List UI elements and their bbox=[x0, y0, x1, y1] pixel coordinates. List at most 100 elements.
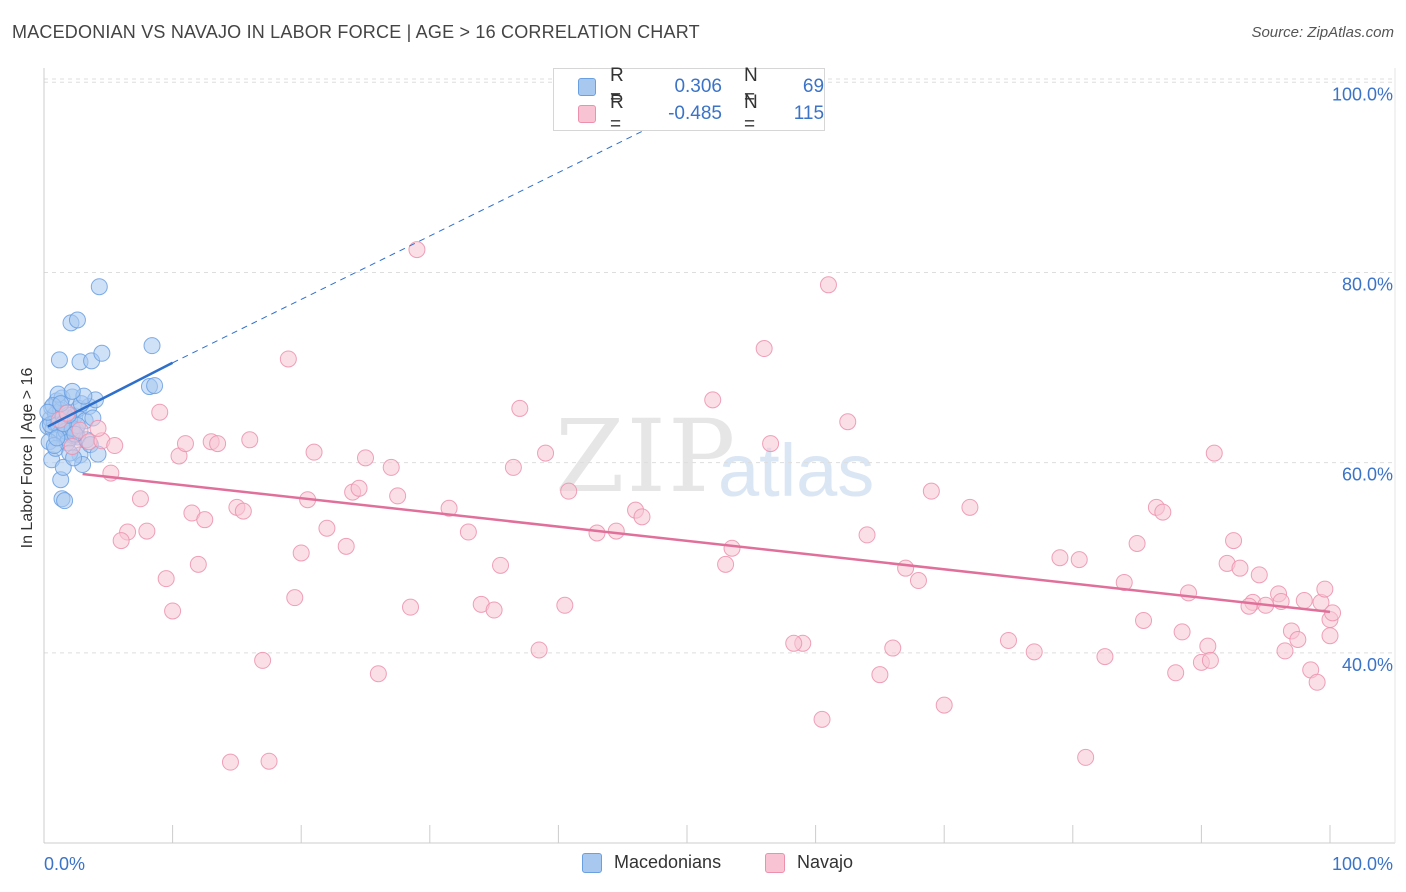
legend-item-macedonians: Macedonians bbox=[582, 852, 721, 873]
navajo-point bbox=[279, 350, 297, 368]
navajo-n-value: 115 bbox=[793, 103, 825, 124]
navajo-point bbox=[138, 522, 156, 540]
navajo-point bbox=[151, 403, 169, 421]
navajo-point bbox=[350, 479, 368, 497]
navajo-point bbox=[1128, 534, 1146, 552]
navajo-point bbox=[1025, 643, 1043, 661]
navajo-point bbox=[922, 482, 940, 500]
navajo-point bbox=[723, 539, 741, 557]
macedonians-r-value: 0.306 bbox=[674, 76, 722, 97]
navajo-point bbox=[1154, 503, 1172, 521]
macedonians-point bbox=[68, 311, 86, 329]
n-label: N = bbox=[743, 92, 758, 135]
navajo-point bbox=[1000, 631, 1017, 649]
navajo-point bbox=[785, 634, 803, 652]
navajo-point bbox=[389, 487, 407, 505]
navajo-point bbox=[112, 532, 130, 550]
navajo-point bbox=[485, 601, 503, 619]
navajo-point bbox=[858, 526, 876, 544]
macedonians-point bbox=[50, 351, 68, 369]
navajo-point bbox=[560, 482, 578, 500]
macedonians-point bbox=[143, 337, 161, 355]
macedonians-legend-label: Macedonians bbox=[614, 852, 722, 872]
macedonians-point bbox=[146, 377, 164, 395]
navajo-point bbox=[318, 519, 336, 537]
navajo-point bbox=[1051, 549, 1069, 567]
macedonians-point bbox=[90, 278, 108, 296]
navajo-point bbox=[762, 435, 780, 453]
macedonians-n-value: 69 bbox=[802, 76, 825, 97]
navajo-point bbox=[221, 753, 239, 771]
navajo-point bbox=[871, 666, 889, 684]
correlation-legend: R = 0.306 N = 69 R = -0.485 N = 115 bbox=[553, 65, 825, 135]
navajo-point bbox=[1201, 651, 1219, 669]
navajo-point bbox=[537, 444, 555, 462]
navajo-point bbox=[884, 639, 902, 657]
navajo-point bbox=[337, 537, 355, 555]
navajo-point bbox=[459, 523, 477, 541]
navajo-point bbox=[1173, 623, 1191, 641]
navajo-point bbox=[106, 437, 124, 455]
navajo-point bbox=[1250, 566, 1268, 584]
navajo-point bbox=[1077, 748, 1095, 766]
navajo-legend-swatch bbox=[765, 852, 785, 873]
navajo-point bbox=[157, 570, 175, 588]
navajo-point bbox=[556, 596, 574, 614]
navajo-point bbox=[1070, 551, 1088, 569]
r-label: R = bbox=[609, 92, 624, 135]
navajo-point bbox=[1096, 648, 1114, 666]
macedonians-legend-swatch bbox=[582, 852, 602, 873]
navajo-point bbox=[813, 710, 831, 728]
navajo-point bbox=[71, 421, 89, 439]
navajo-point bbox=[492, 556, 510, 574]
navajo-point bbox=[254, 651, 272, 669]
navajo-point bbox=[1276, 642, 1294, 660]
navajo-point bbox=[1289, 631, 1307, 649]
navajo-point bbox=[897, 559, 915, 577]
watermark-atlas: atlas bbox=[718, 429, 875, 512]
source-label: Source: ZipAtlas.com bbox=[1251, 24, 1394, 41]
navajo-point bbox=[176, 435, 194, 453]
navajo-point bbox=[1225, 532, 1243, 550]
y-tick-label: 100.0% bbox=[1332, 84, 1393, 104]
navajo-point bbox=[511, 399, 529, 417]
navajo-point bbox=[369, 665, 387, 683]
navajo-point bbox=[839, 413, 857, 431]
legend-row-navajo: R = -0.485 N = 115 bbox=[578, 92, 825, 135]
navajo-point bbox=[63, 437, 81, 455]
navajo-point bbox=[1295, 592, 1313, 610]
navajo-point bbox=[196, 511, 214, 529]
y-tick-label: 60.0% bbox=[1342, 465, 1393, 485]
navajo-point bbox=[402, 598, 420, 616]
navajo-point bbox=[234, 502, 252, 520]
navajo-point bbox=[504, 458, 522, 476]
navajo-point bbox=[530, 641, 548, 659]
navajo-point bbox=[935, 696, 953, 714]
navajo-point bbox=[1115, 573, 1133, 591]
navajo-point bbox=[1180, 584, 1198, 602]
navajo-swatch bbox=[578, 105, 596, 123]
navajo-point bbox=[305, 443, 323, 461]
navajo-point bbox=[755, 340, 773, 358]
macedonians-point bbox=[63, 382, 81, 400]
y-tick-label: 80.0% bbox=[1342, 274, 1393, 294]
navajo-point bbox=[1240, 597, 1258, 615]
r-label: R = bbox=[609, 65, 624, 108]
navajo-legend-label: Navajo bbox=[797, 852, 854, 872]
navajo-point bbox=[89, 419, 107, 437]
macedonians-trend-extension bbox=[172, 77, 752, 364]
navajo-point bbox=[1316, 580, 1334, 598]
navajo-point bbox=[819, 276, 837, 294]
macedonians-point bbox=[48, 429, 66, 447]
navajo-point bbox=[1205, 444, 1223, 462]
navajo-point bbox=[1231, 559, 1249, 577]
legend-row-macedonians: R = 0.306 N = 69 bbox=[578, 65, 825, 108]
navajo-point bbox=[164, 602, 182, 620]
navajo-point bbox=[1135, 611, 1153, 629]
navajo-point bbox=[408, 241, 426, 259]
navajo-point bbox=[1321, 627, 1339, 645]
navajo-point bbox=[961, 498, 979, 516]
navajo-point bbox=[292, 544, 310, 562]
navajo-point bbox=[1308, 673, 1326, 691]
